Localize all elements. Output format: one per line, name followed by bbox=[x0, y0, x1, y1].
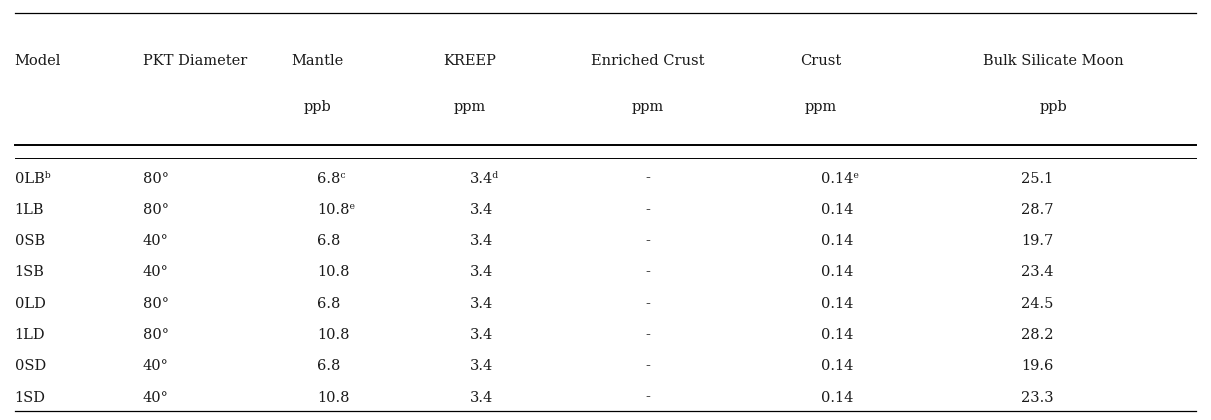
Text: 6.8ᶜ: 6.8ᶜ bbox=[317, 171, 346, 186]
Text: 0LBᵇ: 0LBᵇ bbox=[15, 171, 50, 186]
Text: 0SB: 0SB bbox=[15, 234, 45, 248]
Text: PKT Diameter: PKT Diameter bbox=[143, 54, 247, 68]
Text: -: - bbox=[645, 265, 650, 279]
Text: 0.14: 0.14 bbox=[821, 265, 854, 279]
Text: 10.8: 10.8 bbox=[317, 391, 350, 404]
Text: 0.14ᵉ: 0.14ᵉ bbox=[821, 171, 859, 186]
Text: 80°: 80° bbox=[143, 171, 168, 186]
Text: 10.8: 10.8 bbox=[317, 265, 350, 279]
Text: 1LD: 1LD bbox=[15, 328, 45, 342]
Text: 28.7: 28.7 bbox=[1021, 203, 1054, 217]
Text: 0.14: 0.14 bbox=[821, 297, 854, 311]
Text: -: - bbox=[645, 171, 650, 186]
Text: 3.4ᵈ: 3.4ᵈ bbox=[470, 171, 499, 186]
Text: 19.7: 19.7 bbox=[1021, 234, 1054, 248]
Text: Crust: Crust bbox=[800, 54, 842, 68]
Text: -: - bbox=[645, 359, 650, 373]
Text: 3.4: 3.4 bbox=[470, 203, 493, 217]
Text: 3.4: 3.4 bbox=[470, 391, 493, 404]
Text: -: - bbox=[645, 391, 650, 404]
Text: Bulk Silicate Moon: Bulk Silicate Moon bbox=[983, 54, 1124, 68]
Text: 28.2: 28.2 bbox=[1021, 328, 1054, 342]
Text: 40°: 40° bbox=[143, 234, 168, 248]
Text: 40°: 40° bbox=[143, 359, 168, 373]
Text: 0.14: 0.14 bbox=[821, 203, 854, 217]
Text: 23.3: 23.3 bbox=[1021, 391, 1054, 404]
Text: -: - bbox=[645, 328, 650, 342]
Text: 0SD: 0SD bbox=[15, 359, 46, 373]
Text: 80°: 80° bbox=[143, 328, 168, 342]
Text: 10.8ᵉ: 10.8ᵉ bbox=[317, 203, 355, 217]
Text: ppm: ppm bbox=[632, 100, 664, 114]
Text: 80°: 80° bbox=[143, 203, 168, 217]
Text: -: - bbox=[645, 297, 650, 311]
Text: 1LB: 1LB bbox=[15, 203, 44, 217]
Text: ppm: ppm bbox=[805, 100, 837, 114]
Text: 3.4: 3.4 bbox=[470, 359, 493, 373]
Text: 1SD: 1SD bbox=[15, 391, 46, 404]
Text: ppm: ppm bbox=[454, 100, 486, 114]
Text: -: - bbox=[645, 203, 650, 217]
Text: 10.8: 10.8 bbox=[317, 328, 350, 342]
Text: 0.14: 0.14 bbox=[821, 359, 854, 373]
Text: 3.4: 3.4 bbox=[470, 328, 493, 342]
Text: 6.8: 6.8 bbox=[317, 359, 340, 373]
Text: KREEP: KREEP bbox=[443, 54, 497, 68]
Text: 3.4: 3.4 bbox=[470, 265, 493, 279]
Text: 19.6: 19.6 bbox=[1021, 359, 1054, 373]
Text: 40°: 40° bbox=[143, 391, 168, 404]
Text: ppb: ppb bbox=[1040, 100, 1067, 114]
Text: 0.14: 0.14 bbox=[821, 234, 854, 248]
Text: Model: Model bbox=[15, 54, 61, 68]
Text: 3.4: 3.4 bbox=[470, 297, 493, 311]
Text: -: - bbox=[645, 234, 650, 248]
Text: 0LD: 0LD bbox=[15, 297, 45, 311]
Text: 23.4: 23.4 bbox=[1021, 265, 1054, 279]
Text: ppb: ppb bbox=[304, 100, 331, 114]
Text: 25.1: 25.1 bbox=[1021, 171, 1054, 186]
Text: 1SB: 1SB bbox=[15, 265, 45, 279]
Text: Enriched Crust: Enriched Crust bbox=[591, 54, 705, 68]
Text: 40°: 40° bbox=[143, 265, 168, 279]
Text: 6.8: 6.8 bbox=[317, 297, 340, 311]
Text: 0.14: 0.14 bbox=[821, 328, 854, 342]
Text: 24.5: 24.5 bbox=[1021, 297, 1054, 311]
Text: 80°: 80° bbox=[143, 297, 168, 311]
Text: Mantle: Mantle bbox=[291, 54, 344, 68]
Text: 6.8: 6.8 bbox=[317, 234, 340, 248]
Text: 0.14: 0.14 bbox=[821, 391, 854, 404]
Text: 3.4: 3.4 bbox=[470, 234, 493, 248]
